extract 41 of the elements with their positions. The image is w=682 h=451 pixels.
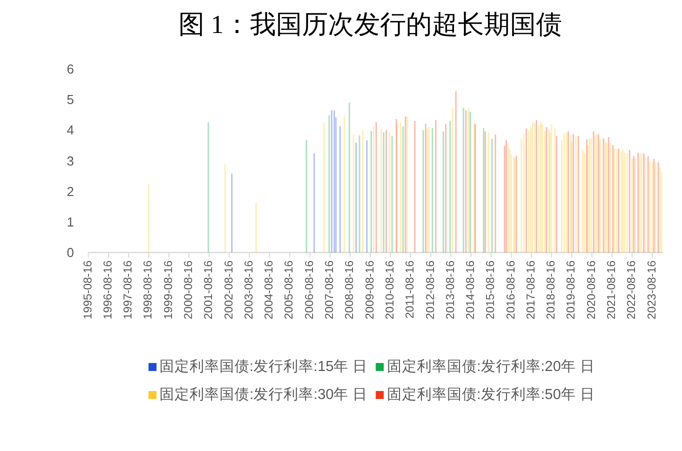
x-tick-label: 2001-08-16 xyxy=(203,260,216,320)
x-tick-label: 2003-08-16 xyxy=(243,260,256,320)
x-tick-label: 2009-08-16 xyxy=(364,260,376,320)
y-tick-label: 0 xyxy=(66,245,74,260)
x-tick-label: 2022-08-16 xyxy=(626,260,638,320)
x-tick-label: 1995-08-16 xyxy=(82,260,94,320)
x-tick-label: 2021-08-16 xyxy=(606,260,618,320)
x-tick-label: 1997-08-16 xyxy=(122,260,135,320)
x-tick-label: 2002-08-16 xyxy=(223,260,236,320)
x-tick-label: 2000-08-16 xyxy=(183,260,196,320)
chart-title: 图 1：我国历次发行的超长期国债 xyxy=(178,10,562,39)
y-tick-label: 4 xyxy=(66,122,74,138)
legend-label: 固定利率国债:发行利率:15年 日 xyxy=(160,358,368,375)
legend-label: 固定利率国债:发行利率:50年 日 xyxy=(386,386,595,403)
y-tick-label: 1 xyxy=(66,214,74,230)
x-tick-label: 2007-08-16 xyxy=(324,260,336,320)
x-tick-label: 2004-08-16 xyxy=(264,260,276,320)
x-tick-label: 1999-08-16 xyxy=(162,260,175,320)
x-tick-label: 2017-08-16 xyxy=(525,260,538,320)
y-tick-label: 2 xyxy=(66,184,74,199)
x-tick-label: 2020-08-16 xyxy=(586,260,598,320)
x-tick-label: 2006-08-16 xyxy=(304,260,316,320)
legend-label: 固定利率国债:发行利率:30年 日 xyxy=(160,386,368,403)
x-tick-label: 2023-08-16 xyxy=(646,260,658,320)
y-tick-label: 3 xyxy=(66,153,74,168)
legend-label: 固定利率国债:发行利率:20年 日 xyxy=(386,358,595,375)
x-tick-label: 1998-08-16 xyxy=(142,260,155,320)
x-tick-label: 2015-08-16 xyxy=(485,260,498,320)
x-tick-label: 2018-08-16 xyxy=(546,260,558,320)
x-tick-label: 2014-08-16 xyxy=(465,260,478,320)
x-tick-label: 1996-08-16 xyxy=(102,260,114,320)
x-tick-label: 2019-08-16 xyxy=(566,260,578,320)
x-tick-label: 2005-08-16 xyxy=(284,260,296,320)
x-tick-label: 2008-08-16 xyxy=(344,260,356,320)
y-tick-label: 6 xyxy=(66,62,74,76)
x-tick-label: 2012-08-16 xyxy=(424,260,437,320)
x-tick-label: 2016-08-16 xyxy=(505,260,518,320)
x-tick-label: 2013-08-16 xyxy=(444,260,457,320)
x-tick-label: 2010-08-16 xyxy=(384,260,396,320)
x-tick-label: 2011-08-16 xyxy=(404,260,417,318)
y-tick-label: 5 xyxy=(66,92,74,108)
